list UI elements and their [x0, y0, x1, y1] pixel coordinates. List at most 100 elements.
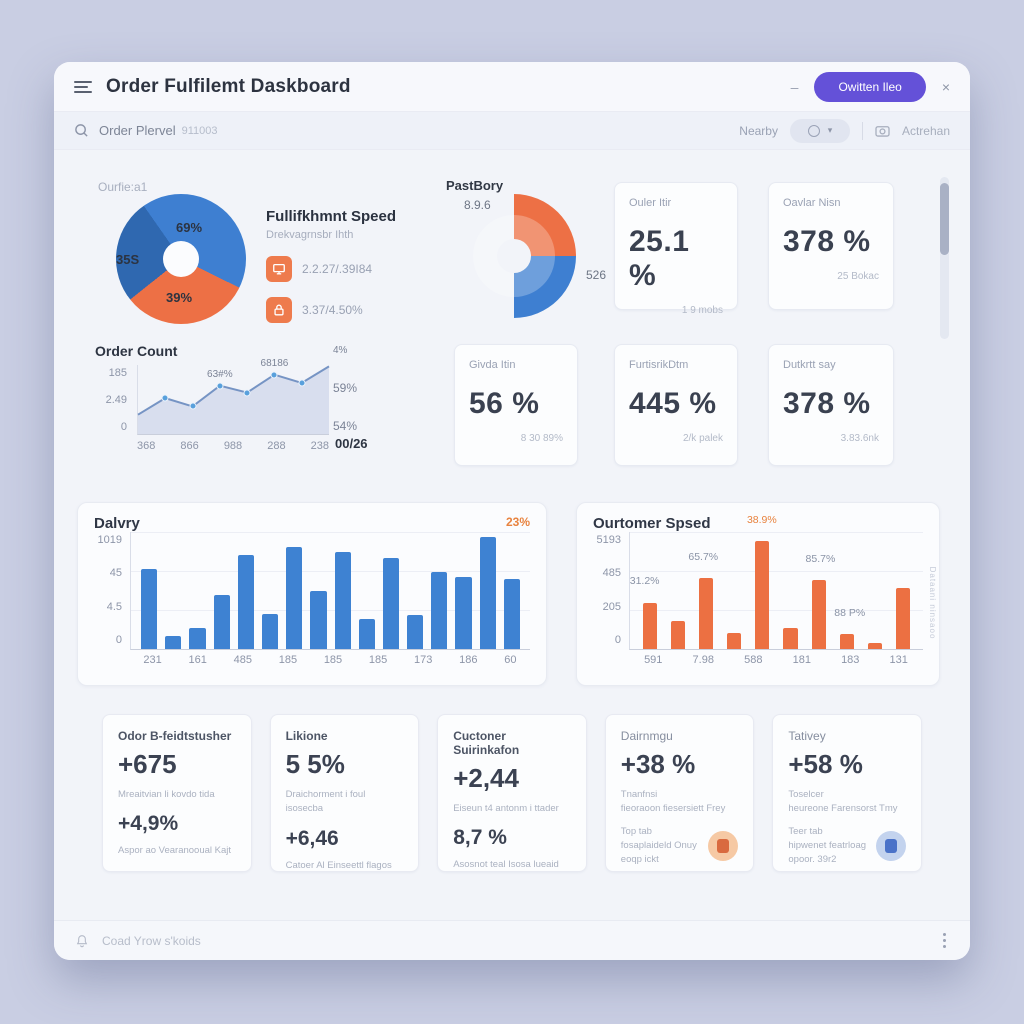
stat-card: Odor B-feidtstusher +675 Mreaitvian li k… — [102, 714, 252, 872]
kpi-value: 445 % — [629, 387, 717, 420]
kpi-title: Oavlar Nisn — [783, 197, 841, 209]
kpi-value: 378 % — [783, 387, 871, 420]
stat-card: Likione 5 5% Draichorment i foul isosecb… — [269, 714, 420, 872]
primary-action-button[interactable]: Owitten Ileo — [814, 71, 926, 102]
search-input-suffix: 911003 — [181, 124, 218, 137]
kpi-card: Givda Itin 56 % 8 30 89% — [454, 344, 578, 466]
kpi-title: Givda Itin — [469, 359, 516, 371]
monitor-icon — [266, 256, 292, 282]
card-secondary-value: 8,7 % — [453, 826, 507, 850]
chart-title: Ourtomer Spsed — [593, 515, 711, 532]
x-tick: 186 — [459, 654, 478, 666]
chart-title: Dalvry — [94, 515, 140, 532]
data-point — [161, 394, 169, 402]
close-button[interactable]: × — [941, 78, 950, 95]
y-tick: 485 — [602, 567, 621, 580]
camera-icon[interactable] — [875, 124, 890, 137]
data-point — [216, 382, 224, 390]
card-value: +675 — [118, 749, 177, 779]
nearby-label: Nearby — [739, 123, 778, 138]
bar — [867, 642, 882, 649]
x-tick: 131 — [889, 654, 908, 666]
card-secondary-value: +6,46 — [285, 826, 339, 850]
y-tick: 0 — [120, 421, 127, 433]
line-annotation: 68186 — [260, 358, 289, 370]
donut-slice-label: 39% — [166, 290, 193, 305]
card-note: Toselcer heureone Farensorst Tmy — [788, 789, 898, 815]
y-axis-ticks: 185 2.49 0 — [95, 367, 127, 433]
bar — [431, 571, 448, 649]
delivery-chart-card: Dalvry 23% 1019 45 4.5 0 231 161 485 185 185 185… — [77, 502, 547, 686]
kpi-value: 56 % — [469, 387, 540, 420]
scrollbar-thumb[interactable] — [940, 183, 949, 255]
more-options-button[interactable] — [939, 929, 950, 952]
donut-hole — [496, 238, 532, 274]
x-tick: 288 — [267, 440, 286, 452]
bar — [895, 588, 910, 649]
card-title: Dairnmgu — [620, 729, 673, 743]
card-note: Mreaitvian li kovdo tida — [118, 789, 215, 800]
y-tick: 5193 — [596, 534, 621, 546]
x-tick: 231 — [143, 654, 162, 666]
data-point — [189, 402, 197, 410]
chart-right-labels: 4% 59% 54% — [333, 345, 357, 433]
card-title: Tativey — [788, 729, 826, 743]
order-count-chart: Order Count 185 2.49 0 63#% 68186 368 866 988… — [95, 343, 425, 461]
card-title: Likione — [285, 729, 328, 743]
y-axis-ticks: 1019 45 4.5 0 — [94, 532, 130, 668]
fulfillment-item: 2.2.27/.39I84 — [266, 256, 456, 282]
bottom-cards-row: Odor B-feidtstusher +675 Mreaitvian li k… — [102, 714, 922, 872]
card-note: Eiseun t4 antonm i ttader — [453, 803, 559, 814]
bar — [455, 576, 472, 649]
x-tick: 485 — [233, 654, 252, 666]
bar-annotation: 65.7% — [688, 550, 719, 563]
x-axis-ticks: 368 866 988 288 238 — [137, 440, 329, 452]
menu-icon[interactable] — [74, 80, 92, 93]
scrollbar-track[interactable] — [940, 177, 949, 339]
y-tick: 205 — [602, 600, 621, 613]
card-value: +38 % — [620, 749, 696, 779]
right-label: 59% — [333, 380, 358, 395]
y-tick: 1019 — [97, 534, 122, 546]
kpi-note: 3.83.6nk — [840, 433, 879, 444]
card-value: +2,44 — [453, 763, 519, 793]
kpi-title: Ouler Itir — [629, 197, 672, 209]
card-note: Teer tab hipwenet featrloag opoor. 39r2 — [788, 825, 867, 866]
x-tick: 181 — [792, 654, 811, 666]
data-point — [243, 389, 251, 397]
fulfillment-item-value: 3.37/4.50% — [302, 303, 363, 317]
kpi-value: 25.1 % — [629, 225, 690, 292]
line-plot: 63#% 68186 — [137, 358, 329, 435]
bar — [286, 546, 303, 649]
kpi-title: Dutkrtt say — [783, 359, 836, 371]
chevron-down-icon: ▾ — [827, 125, 833, 135]
kpi-card: FurtisrikDtm 445 % 2/k palek — [614, 344, 738, 466]
chart-corner-label: 23% — [505, 515, 530, 529]
x-tick: 238 — [310, 440, 329, 452]
search-bar[interactable]: Order Plervel 911003 Nearby ▾ Actrehan — [54, 112, 970, 150]
action-link[interactable]: Actrehan — [901, 123, 950, 138]
line-annotation: 63#% — [207, 369, 233, 381]
bar-annotation: 85.7% — [805, 552, 836, 565]
minimize-button[interactable]: – — [790, 78, 799, 95]
donut-section-label: Ourfie:a1 — [98, 180, 148, 194]
footer-text: Coad Yrow s'koids — [102, 933, 201, 948]
bar — [237, 555, 254, 649]
card-note: Draichorment i foul isosecba — [285, 789, 366, 815]
fulfillment-item-value: 2.2.27/.39I84 — [302, 262, 373, 276]
x-tick: 185 — [368, 654, 388, 666]
card-note: Catoer Al Einseettl flagos — [285, 859, 392, 871]
bell-icon[interactable] — [74, 933, 90, 949]
pastbory-halfdonut-chart: 8.9.6 526 — [452, 194, 606, 318]
halfdonut-title: PastBory — [446, 178, 504, 193]
person-avatar-icon — [708, 830, 739, 861]
x-tick: 60 — [504, 654, 517, 666]
x-tick: 185 — [278, 654, 298, 666]
search-input[interactable]: Order Plervel — [99, 123, 176, 138]
bar — [671, 620, 686, 649]
donut-slice-label: 69% — [176, 220, 203, 235]
kpi-card: Oavlar Nisn 378 % 25 Bokac — [768, 182, 894, 310]
bar — [699, 578, 714, 649]
lock-icon — [266, 297, 292, 323]
nearby-dropdown[interactable]: ▾ — [789, 118, 850, 143]
